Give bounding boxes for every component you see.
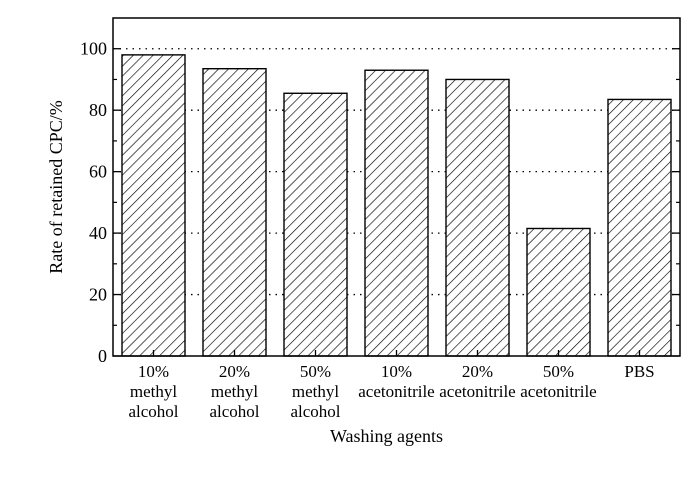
x-category-label: 50% [300,362,331,381]
bars [121,54,672,357]
y-tick-label: 20 [89,285,107,305]
bar [364,69,429,357]
x-category-label: methyl [211,382,258,401]
axis-ticks [113,48,680,357]
x-category-labels: 10%methylalcohol20%methylalcohol50%methy… [128,362,654,421]
y-tick-labels: 0 20 40 60 80 100 [80,39,107,366]
x-category-label: acetonitrile [520,382,596,401]
x-category-label: PBS [624,362,654,381]
bar [283,92,348,357]
x-category-label: 10% [381,362,412,381]
x-category-label: alcohol [128,402,178,421]
x-category-label: alcohol [290,402,340,421]
y-axis-title: Rate of retained CPC/% [46,100,66,273]
x-category-label: acetonitrile [439,382,515,401]
y-tick-label: 40 [89,223,107,243]
x-category-label: 50% [543,362,574,381]
bar [121,54,186,357]
x-category-label: acetonitrile [358,382,434,401]
y-tick-label: 0 [98,346,107,366]
y-tick-label: 80 [89,100,107,120]
bar [607,98,672,357]
x-category-label: methyl [130,382,177,401]
bar [445,78,510,357]
y-tick-label: 100 [80,39,107,59]
x-category-label: 20% [219,362,250,381]
x-category-label: alcohol [209,402,259,421]
y-tick-label: 60 [89,162,107,182]
bar [526,227,591,357]
bar [202,67,267,357]
x-category-label: 20% [462,362,493,381]
x-axis-title: Washing agents [330,426,443,446]
x-category-label: 10% [138,362,169,381]
x-category-label: methyl [292,382,339,401]
